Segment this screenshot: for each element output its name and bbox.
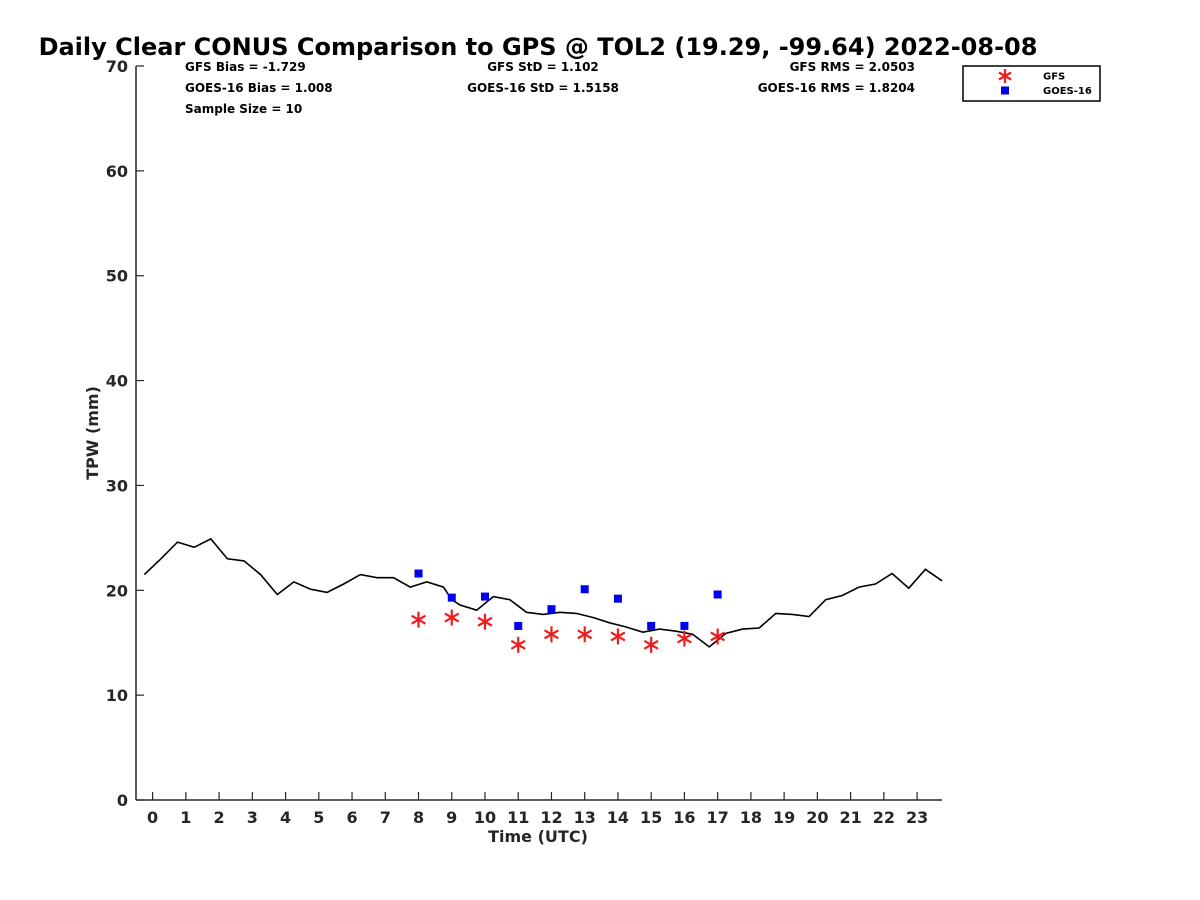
gfs-point-stroke	[643, 639, 659, 650]
stats-block: GFS Bias = -1.729 GFS StD = 1.102 GFS RMS …	[185, 60, 915, 116]
goes16-point	[447, 593, 456, 602]
y-tick-label: 70	[106, 57, 128, 76]
x-tick-label: 22	[873, 808, 895, 827]
y-tick-label: 30	[106, 476, 128, 495]
goes16-point	[680, 621, 689, 630]
x-tick-label: 2	[214, 808, 225, 827]
goes16-point	[414, 569, 423, 578]
gfs-point-stroke	[543, 629, 559, 640]
legend: GFS GOES-16	[962, 65, 1101, 102]
marks-layer	[411, 569, 726, 653]
goes16-point	[580, 585, 589, 594]
gfs-point	[577, 626, 593, 643]
x-tick-label: 5	[313, 808, 324, 827]
goes16-point	[713, 590, 722, 599]
gfs-point	[643, 636, 659, 653]
x-tick-label: 23	[906, 808, 928, 827]
x-axis-label: Time (UTC)	[488, 827, 588, 846]
gfs-point	[610, 628, 626, 645]
gfs-point	[676, 630, 692, 647]
stat-text: GFS Bias = -1.729	[185, 60, 306, 74]
x-tick-label: 4	[280, 808, 291, 827]
legend-box	[962, 65, 1101, 102]
gfs-point-stroke	[510, 639, 526, 650]
legend-goes16-marker	[1001, 86, 1009, 95]
goes16-point	[514, 621, 523, 630]
x-tick-label: 9	[446, 808, 457, 827]
x-tick-label: 18	[740, 808, 762, 827]
x-tick-label: 20	[806, 808, 828, 827]
y-tick-label: 50	[106, 267, 128, 286]
x-tick-label: 17	[707, 808, 729, 827]
gfs-point	[444, 609, 460, 626]
x-tick-label: 12	[540, 808, 562, 827]
y-tick-label: 10	[106, 686, 128, 705]
x-tick-label: 3	[247, 808, 258, 827]
gps-line	[143, 537, 943, 648]
gfs-point-stroke	[477, 616, 493, 627]
y-axis-label: TPW (mm)	[83, 386, 102, 480]
gfs-point-stroke	[710, 631, 726, 642]
gps-line-layer	[143, 537, 943, 648]
gfs-point	[510, 636, 526, 653]
gfs-point-stroke	[676, 633, 692, 644]
goes16-point	[613, 594, 622, 603]
chart-title: Daily Clear CONUS Comparison to GPS @ TO…	[39, 33, 1038, 61]
legend-gfs-marker-stroke	[998, 71, 1012, 81]
gfs-point-stroke	[610, 631, 626, 642]
x-tick-label: 13	[574, 808, 596, 827]
goes16-point	[647, 621, 656, 630]
gfs-point	[411, 611, 426, 628]
legend-label: GFS	[1043, 72, 1065, 83]
gfs-point-stroke	[444, 612, 460, 623]
x-tick-label: 21	[839, 808, 861, 827]
x-tick-label: 19	[773, 808, 795, 827]
stat-text: Sample Size = 10	[185, 102, 302, 116]
y-tick-label: 40	[106, 372, 128, 391]
gfs-point-stroke	[411, 614, 426, 625]
legend-label: GOES-16	[1043, 86, 1092, 97]
goes16-point	[480, 592, 489, 601]
x-tick-label: 8	[413, 808, 424, 827]
x-tick-label: 6	[346, 808, 357, 827]
stat-text: GFS RMS = 2.0503	[790, 60, 915, 74]
x-tick-label: 1	[180, 808, 191, 827]
y-tick-label: 0	[117, 791, 128, 810]
gfs-point-stroke	[577, 629, 593, 640]
x-tick-label: 11	[507, 808, 529, 827]
legend-gfs-marker	[998, 69, 1012, 83]
x-tick-label: 10	[474, 808, 496, 827]
stat-text: GFS StD = 1.102	[487, 60, 599, 74]
goes16-point	[547, 605, 556, 614]
y-tick-label: 60	[106, 162, 128, 181]
x-tick-label: 16	[673, 808, 695, 827]
stat-text: GOES-16 StD = 1.5158	[467, 81, 619, 95]
gfs-point	[710, 628, 726, 645]
x-tick-label: 15	[640, 808, 662, 827]
y-tick-label: 20	[106, 581, 128, 600]
gfs-point	[477, 613, 493, 630]
x-tick-label: 7	[380, 808, 391, 827]
x-tick-label: 0	[147, 808, 158, 827]
stat-text: GOES-16 Bias = 1.008	[185, 81, 333, 95]
x-tick-label: 14	[607, 808, 629, 827]
stat-text: GOES-16 RMS = 1.8204	[758, 81, 915, 95]
gfs-point	[543, 626, 559, 643]
